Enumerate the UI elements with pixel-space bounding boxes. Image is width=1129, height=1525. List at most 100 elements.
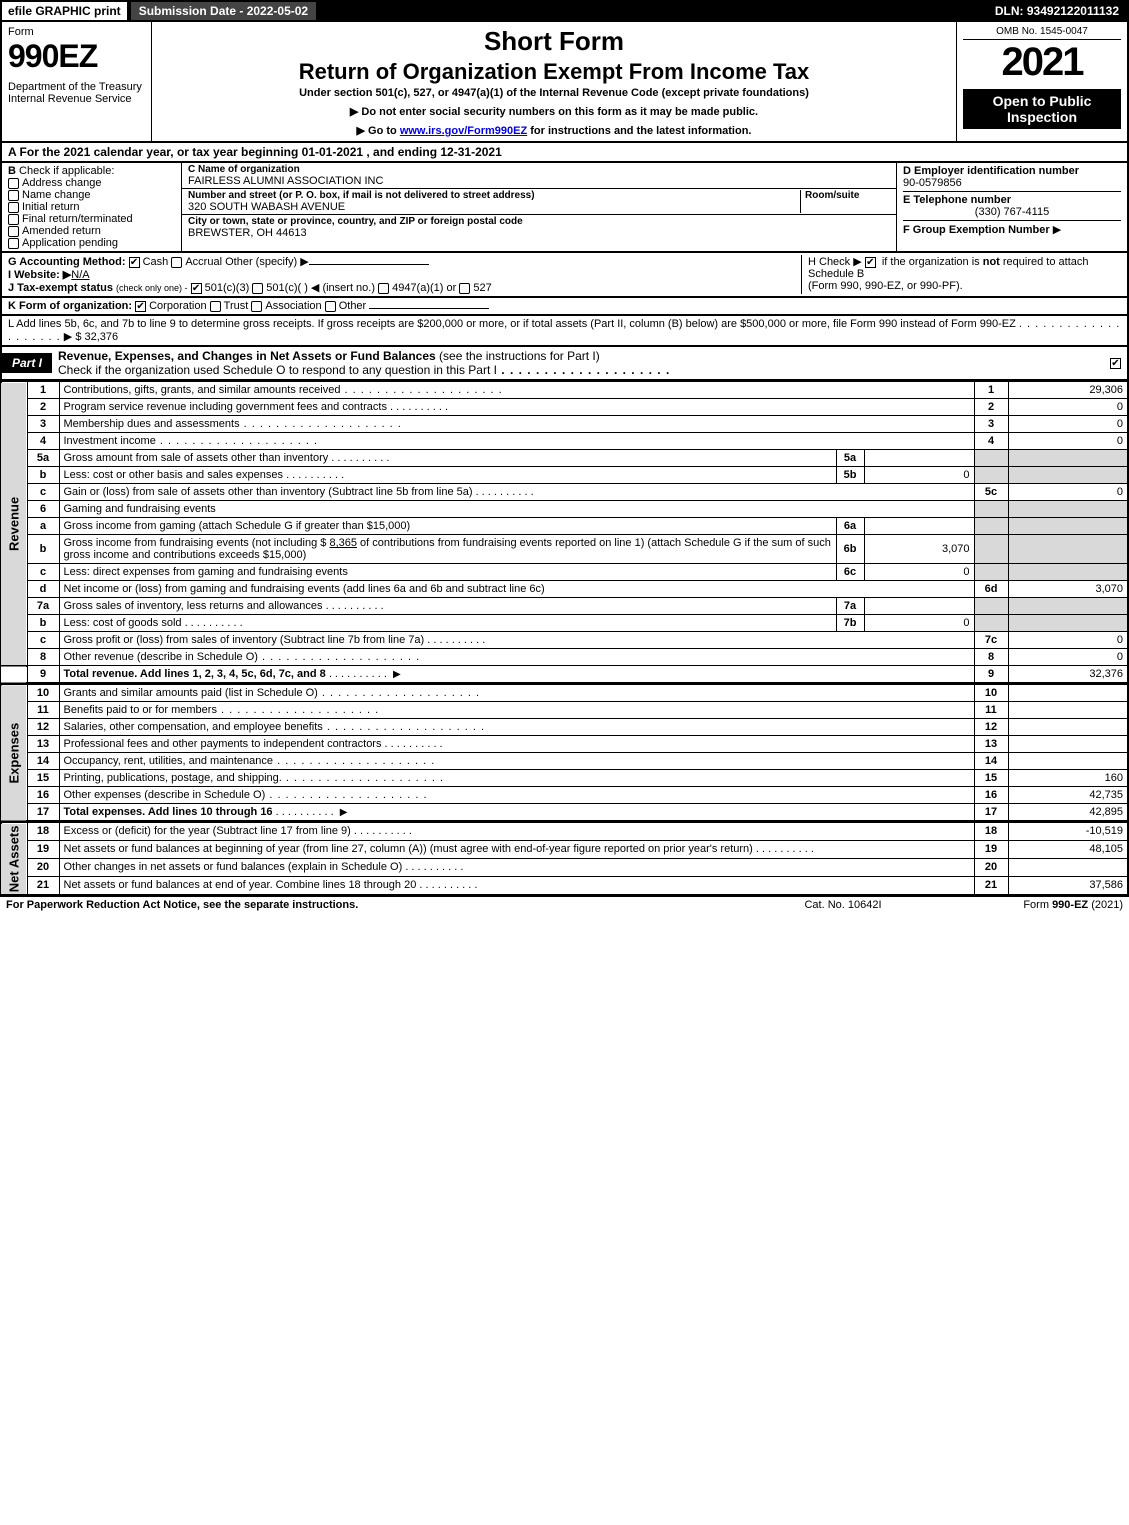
ln8-num: 8 [27,649,59,666]
footer-catno: Cat. No. 10642I [743,899,943,911]
ln6b-sn: 6b [836,535,864,564]
ln3-desc: Membership dues and assessments [64,418,240,430]
row-a-tax-year: A For the 2021 calendar year, or tax yea… [0,143,1129,163]
ln9-num: 9 [27,666,59,684]
chk-trust[interactable] [210,301,221,312]
ln6d-num: d [27,581,59,598]
chk-accrual[interactable] [171,257,182,268]
chk-final-return[interactable] [8,214,19,225]
other-org-line [369,308,489,309]
b-checkboxes: B Check if applicable: Address change Na… [2,163,182,251]
ln4-num: 4 [27,433,59,450]
chk-association[interactable] [251,301,262,312]
ln7b-dots [182,617,243,629]
ln21-val: 37,586 [1008,876,1128,894]
lbl-association: Association [265,300,321,312]
chk-address-change[interactable] [8,178,19,189]
ln7b-sn: 7b [836,615,864,632]
ln5c-dots [473,486,534,498]
chk-501c3[interactable] [191,283,202,294]
ln17-arrow [337,806,351,818]
ln5b-sv: 0 [864,467,974,484]
ln7b-num: b [27,615,59,632]
efile-print[interactable]: efile GRAPHIC print [0,0,129,22]
lbl-initial-return: Initial return [22,201,79,213]
form-title-block: Short Form Return of Organization Exempt… [152,22,957,141]
ln6a-rshade [974,518,1008,535]
ln20-num: 20 [27,858,59,876]
lbl-501c: 501(c)( ) [266,282,308,294]
chk-cash[interactable] [129,257,140,268]
ln6b-rshade [974,535,1008,564]
netassets-table: Net Assets 18 Excess or (deficit) for th… [0,822,1129,896]
chk-501c[interactable] [252,283,263,294]
ln4-dots [156,435,318,447]
lbl-final-return: Final return/terminated [22,213,133,225]
ln7c-dots [424,634,485,646]
ln5a-rshade [974,450,1008,467]
irs-link[interactable]: www.irs.gov/Form990EZ [400,125,527,137]
ln9-dots [326,668,387,680]
ln6d-val: 3,070 [1008,581,1128,598]
lbl-other-org: Other [339,300,367,312]
chk-other-org[interactable] [325,301,336,312]
h-txt2: if the organization is [882,256,983,268]
chk-schedule-o[interactable] [1110,358,1121,369]
c-addr-label: Number and street (or P. O. box, if mail… [188,190,800,201]
ln18-num: 18 [27,823,59,841]
ln12-dots [323,721,485,733]
ln8-val: 0 [1008,649,1128,666]
ln2-num: 2 [27,399,59,416]
submission-date: Submission Date - 2022-05-02 [129,0,318,22]
c-name-address: C Name of organization FAIRLESS ALUMNI A… [182,163,897,251]
ln17-val: 42,895 [1008,804,1128,822]
ln7a-rshade [974,598,1008,615]
ln21-desc: Net assets or fund balances at end of ye… [64,879,417,891]
ln4-val: 0 [1008,433,1128,450]
ln5b-num: b [27,467,59,484]
ln6c-desc: Less: direct expenses from gaming and fu… [64,566,348,578]
ln5c-rnum: 5c [974,484,1008,501]
ln6a-sn: 6a [836,518,864,535]
open-inspection: Open to Public Inspection [963,89,1121,129]
ln2-desc: Program service revenue including govern… [64,401,387,413]
ln6a-num: a [27,518,59,535]
chk-h-not-required[interactable] [865,257,876,268]
c-city-label: City or town, state or province, country… [188,216,890,227]
chk-527[interactable] [459,283,470,294]
ln12-num: 12 [27,719,59,736]
lbl-name-change: Name change [22,189,91,201]
chk-initial-return[interactable] [8,202,19,213]
chk-corporation[interactable] [135,301,146,312]
top-bar: efile GRAPHIC print Submission Date - 20… [0,0,1129,22]
chk-4947[interactable] [378,283,389,294]
chk-amended-return[interactable] [8,226,19,237]
part1-check-line: Check if the organization used Schedule … [58,363,497,377]
footer-form-num: 990-EZ [1052,899,1088,911]
ln6c-rshade [974,564,1008,581]
ln6b-vshade [1008,535,1128,564]
chk-name-change[interactable] [8,190,19,201]
dln: DLN: 93492122011132 [985,0,1129,22]
ln6a-sv [864,518,974,535]
ln6-desc: Gaming and fundraising events [59,501,974,518]
ln11-dots [217,704,379,716]
ssn-note: ▶ Do not enter social security numbers o… [160,105,948,118]
rev-spacer [1,666,27,684]
b-check-if: Check if applicable: [19,165,114,177]
section-bcdef: B Check if applicable: Address change Na… [0,163,1129,253]
chk-application-pending[interactable] [8,238,19,249]
part1-title: Revenue, Expenses, and Changes in Net As… [58,349,436,363]
part1-tag: Part I [2,353,52,373]
h-txt4: (Form 990, 990-EZ, or 990-PF). [808,280,963,292]
h-not: not [983,256,1000,268]
ln14-val [1008,753,1128,770]
form-title: Return of Organization Exempt From Incom… [160,59,948,85]
form-id-block: Form 990EZ Department of the Treasury In… [2,22,152,141]
lbl-application-pending: Application pending [22,237,118,249]
ln6a-vshade [1008,518,1128,535]
ln13-rnum: 13 [974,736,1008,753]
ln9-arrow [390,668,404,680]
footer-form-pre: Form [1023,899,1052,911]
ln6b-sv: 3,070 [864,535,974,564]
